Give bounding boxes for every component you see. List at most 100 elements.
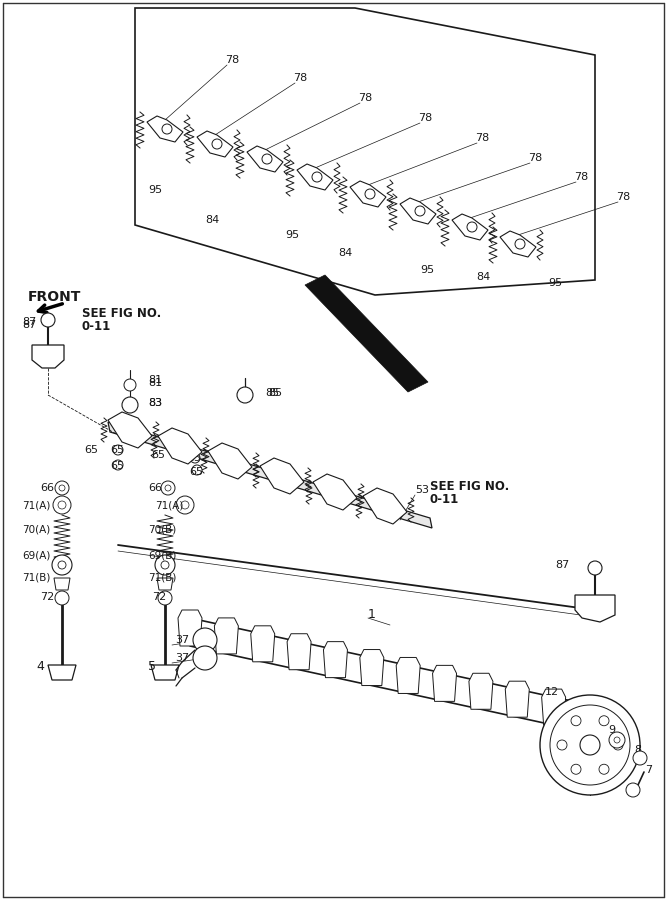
Polygon shape (578, 697, 602, 733)
Polygon shape (151, 665, 179, 680)
Text: 83: 83 (148, 398, 162, 408)
Text: 65: 65 (110, 445, 124, 455)
Text: 4: 4 (36, 660, 44, 673)
Polygon shape (251, 626, 275, 662)
Text: 1: 1 (368, 608, 376, 622)
Polygon shape (396, 658, 420, 694)
Text: 84: 84 (476, 272, 490, 282)
Polygon shape (108, 422, 432, 528)
Polygon shape (452, 214, 488, 240)
Text: 84: 84 (338, 248, 352, 258)
Polygon shape (260, 458, 304, 494)
Text: 95: 95 (148, 185, 162, 195)
Text: 66: 66 (40, 483, 54, 493)
Text: 70(B): 70(B) (148, 525, 176, 535)
Circle shape (515, 239, 525, 249)
Circle shape (52, 555, 72, 575)
Circle shape (124, 379, 136, 391)
Circle shape (365, 189, 375, 199)
Polygon shape (158, 428, 202, 464)
Circle shape (278, 470, 290, 482)
Circle shape (55, 591, 69, 605)
Polygon shape (323, 642, 348, 678)
Circle shape (262, 154, 272, 164)
Text: 84: 84 (205, 215, 219, 225)
Polygon shape (287, 634, 311, 670)
Text: 71(A): 71(A) (155, 500, 183, 510)
Text: 65: 65 (187, 453, 201, 463)
Text: SEE FIG NO.: SEE FIG NO. (82, 307, 161, 320)
Circle shape (126, 424, 138, 436)
Text: 8: 8 (634, 745, 641, 755)
Text: 0-11: 0-11 (430, 493, 460, 506)
Text: 65: 65 (170, 445, 184, 455)
Circle shape (609, 732, 625, 748)
Circle shape (192, 465, 202, 475)
Circle shape (165, 485, 171, 491)
Text: 81: 81 (148, 375, 162, 385)
Circle shape (193, 646, 217, 670)
Polygon shape (54, 578, 70, 590)
Text: 78: 78 (293, 73, 307, 83)
Text: 87: 87 (22, 317, 36, 327)
Text: 78: 78 (574, 172, 588, 182)
Polygon shape (147, 116, 183, 142)
Text: 69(B): 69(B) (148, 550, 176, 560)
Text: 53: 53 (415, 485, 429, 495)
Circle shape (58, 501, 66, 509)
Text: 78: 78 (225, 55, 239, 65)
Circle shape (193, 628, 217, 652)
Text: 69(A): 69(A) (22, 550, 51, 560)
Text: 87: 87 (555, 560, 569, 570)
Polygon shape (350, 181, 386, 207)
Circle shape (381, 500, 393, 512)
Text: 78: 78 (475, 133, 490, 143)
Text: 85: 85 (265, 388, 279, 398)
Circle shape (580, 735, 600, 755)
Circle shape (599, 716, 609, 725)
Text: 71(A): 71(A) (22, 500, 51, 510)
Circle shape (113, 445, 123, 455)
Circle shape (226, 455, 238, 467)
Text: 95: 95 (548, 278, 562, 288)
Polygon shape (135, 8, 595, 295)
Text: 12: 12 (545, 687, 559, 697)
Text: 78: 78 (528, 153, 542, 163)
Circle shape (161, 481, 175, 495)
Polygon shape (297, 164, 333, 190)
Circle shape (613, 740, 623, 750)
Circle shape (55, 481, 69, 495)
Circle shape (162, 124, 172, 134)
Circle shape (155, 555, 175, 575)
Circle shape (170, 445, 180, 455)
Circle shape (122, 397, 138, 413)
Circle shape (571, 716, 581, 725)
Circle shape (467, 222, 477, 232)
Text: 78: 78 (616, 192, 630, 202)
Text: 5: 5 (148, 660, 156, 673)
Text: 65: 65 (110, 461, 124, 471)
Circle shape (161, 561, 169, 569)
Polygon shape (305, 275, 428, 392)
Text: 71(B): 71(B) (22, 573, 51, 583)
Circle shape (181, 501, 189, 509)
Text: 81: 81 (148, 378, 162, 388)
Circle shape (53, 496, 71, 514)
Text: 78: 78 (418, 113, 432, 123)
Polygon shape (48, 665, 76, 680)
Polygon shape (247, 146, 283, 172)
Text: 95: 95 (285, 230, 299, 240)
Circle shape (113, 460, 123, 470)
Polygon shape (208, 443, 252, 479)
Polygon shape (400, 198, 436, 224)
Text: 37: 37 (175, 635, 189, 645)
Circle shape (415, 206, 425, 216)
Text: 65: 65 (151, 450, 165, 460)
Circle shape (58, 561, 66, 569)
Text: 7: 7 (645, 765, 652, 775)
Polygon shape (469, 673, 493, 709)
Polygon shape (157, 578, 173, 590)
Polygon shape (360, 650, 384, 686)
Circle shape (550, 705, 630, 785)
Text: 72: 72 (40, 592, 54, 602)
